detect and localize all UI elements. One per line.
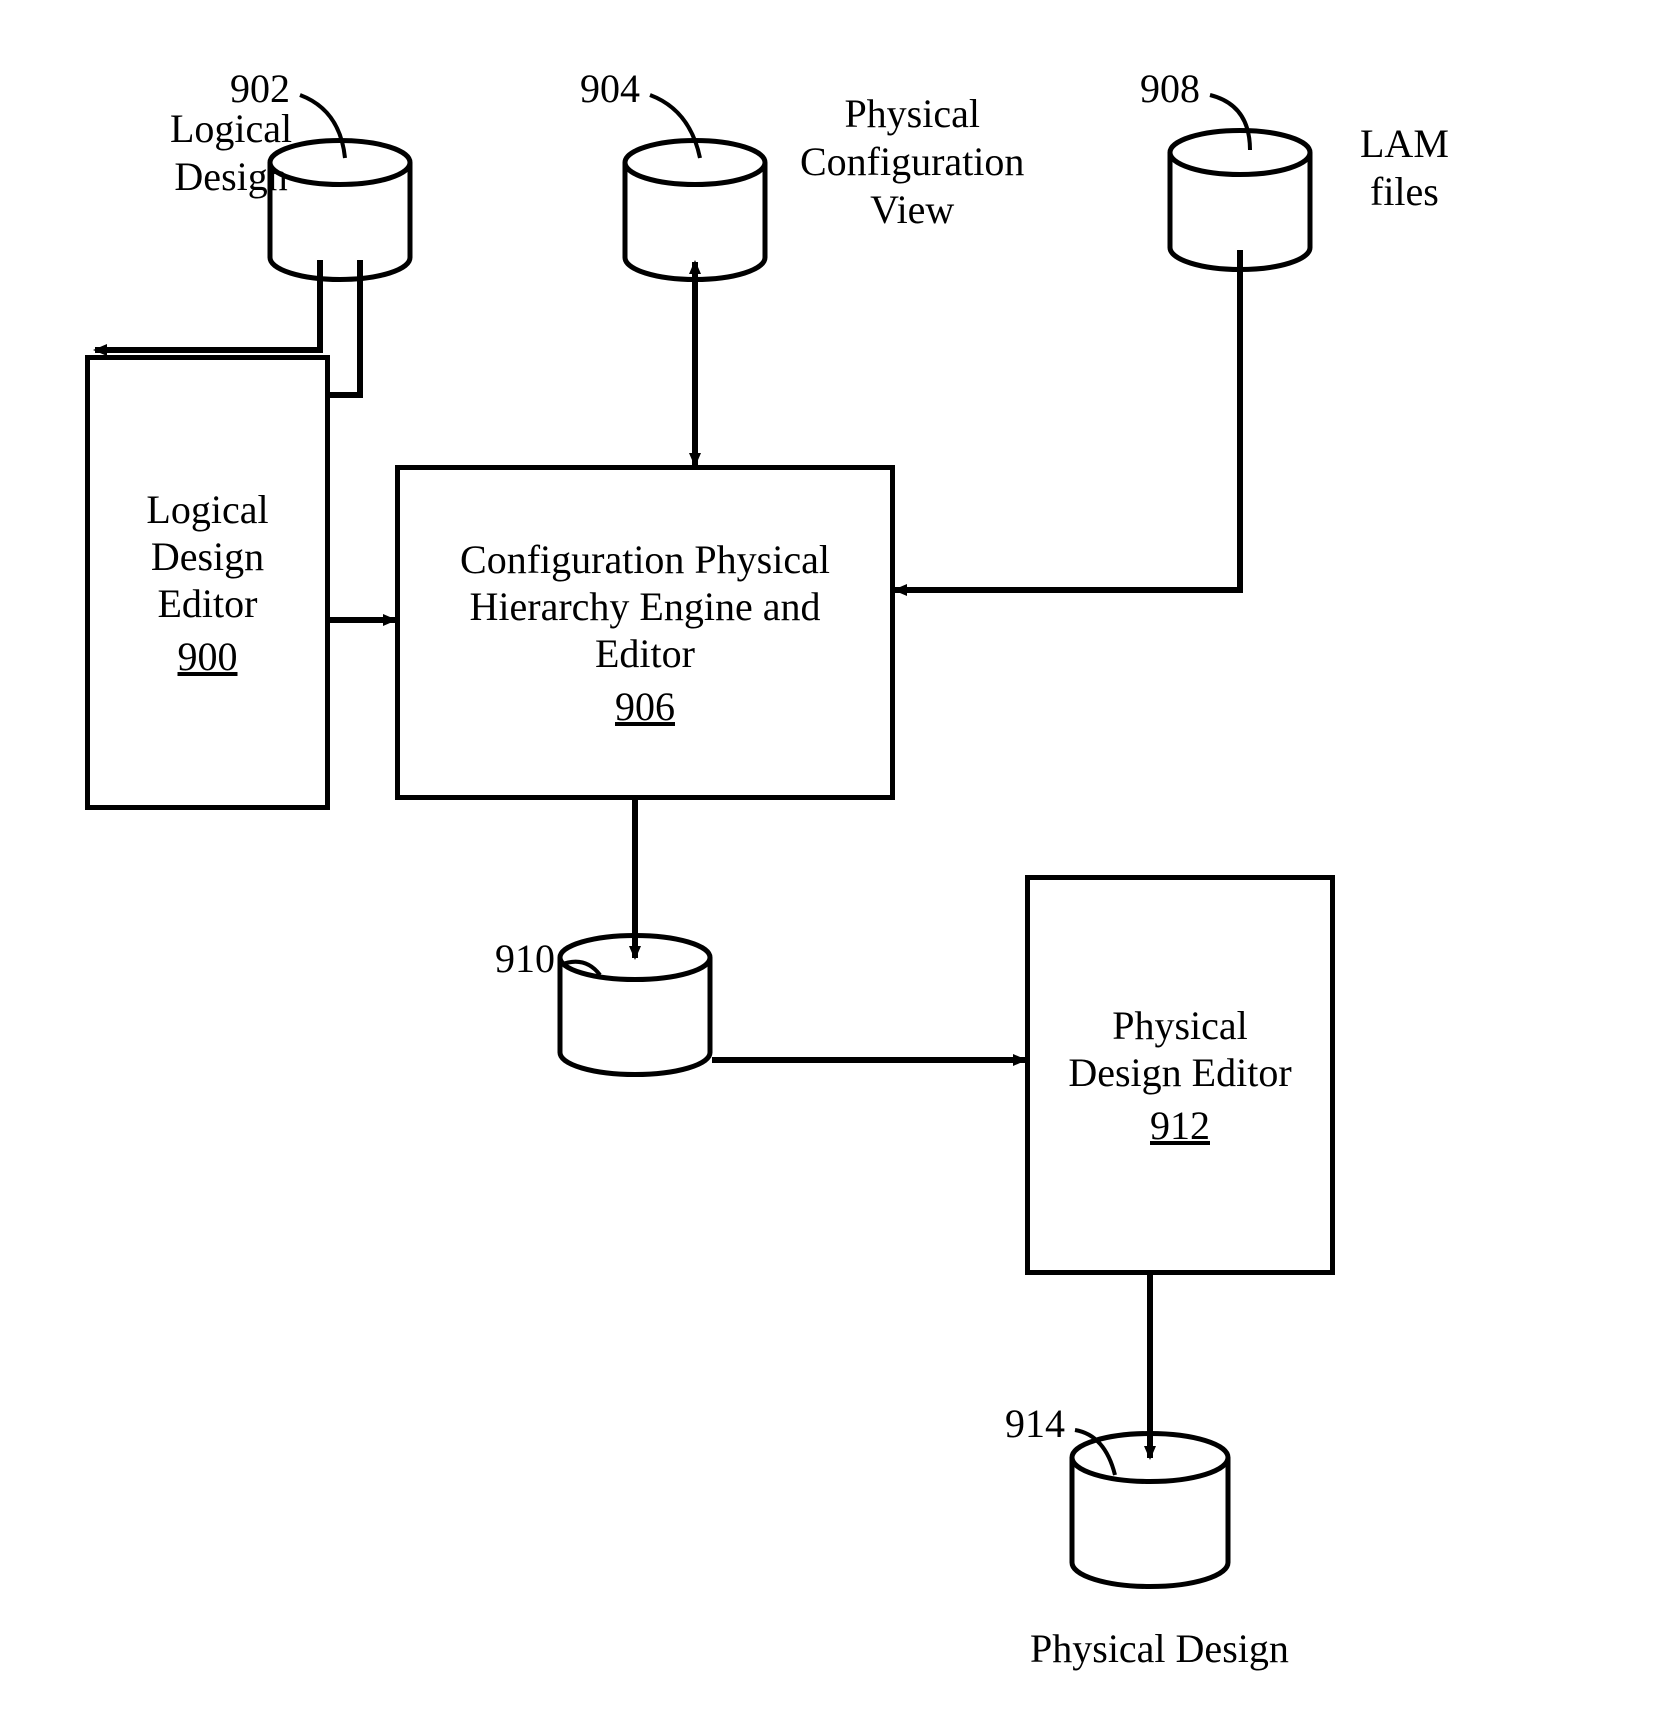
ref-label: 904: [580, 65, 640, 113]
ref-label: 914: [1005, 1400, 1065, 1448]
cylinder-label: Physical Design: [1030, 1625, 1289, 1673]
box-line: Editor: [158, 580, 258, 627]
box-ref: 912: [1150, 1102, 1210, 1149]
box-line: Design Editor: [1068, 1049, 1291, 1096]
svg-layer: [0, 0, 1655, 1712]
box-line: Physical: [1112, 1002, 1248, 1049]
ref-label: 910: [495, 935, 555, 983]
diagram-canvas: Logical Design Editor 900 Configuration …: [0, 0, 1655, 1712]
box-ref: 900: [178, 633, 238, 680]
box-line: Editor: [595, 630, 695, 677]
config-physical-hierarchy-box: Configuration Physical Hierarchy Engine …: [395, 465, 895, 800]
cylinder-label: Physical Configuration View: [800, 90, 1024, 234]
box-line: Logical: [146, 486, 268, 533]
cylinder-label: Logical Design: [170, 105, 292, 201]
box-ref: 906: [615, 683, 675, 730]
cylinder-label: LAM files: [1360, 120, 1449, 216]
logical-design-editor-box: Logical Design Editor 900: [85, 355, 330, 810]
box-line: Configuration Physical: [460, 536, 830, 583]
box-line: Design: [151, 533, 264, 580]
box-line: Hierarchy Engine and: [470, 583, 821, 630]
physical-design-editor-box: Physical Design Editor 912: [1025, 875, 1335, 1275]
ref-label: 908: [1140, 65, 1200, 113]
